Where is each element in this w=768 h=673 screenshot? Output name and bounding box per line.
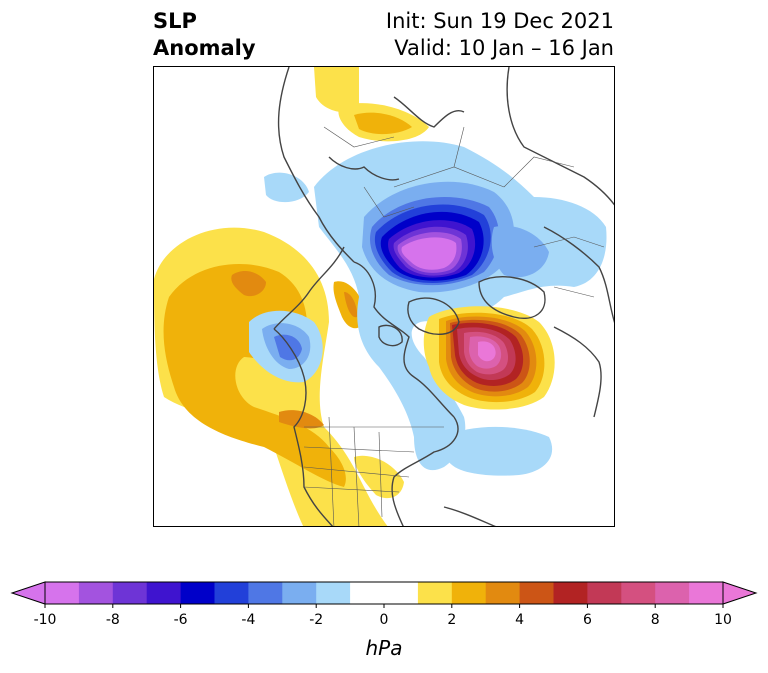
colorbar-cell (417, 582, 453, 604)
colorbar-cell (655, 582, 690, 604)
valid-range: Valid: 10 Jan – 16 Jan (394, 36, 614, 60)
colorbar-cells (45, 582, 724, 604)
colorbar-extend-low (10, 581, 46, 605)
title-variable: SLP (153, 9, 197, 33)
colorbar-cell (519, 582, 555, 604)
colorbar-tick-label: -6 (174, 612, 188, 628)
colorbar-cell (248, 582, 283, 604)
colorbar-cell (553, 582, 588, 604)
colorbar-extend-high (722, 581, 758, 605)
init-date: Init: Sun 19 Dec 2021 (385, 9, 614, 33)
colorbar-cell (78, 582, 114, 604)
atlantic-positive-anomaly (423, 306, 555, 410)
colorbar-tick-label: 4 (515, 612, 524, 628)
colorbar-tick-label: 8 (651, 612, 660, 628)
anomaly-map (154, 67, 614, 526)
colorbar-tick-label: 2 (447, 612, 456, 628)
colorbar-cell (350, 582, 385, 604)
colorbar-tick-label: 10 (714, 612, 732, 628)
colorbar-unit-label: hPa (365, 636, 403, 660)
map-panel (153, 66, 615, 527)
colorbar-cell (587, 582, 622, 604)
colorbar-cell (146, 582, 182, 604)
colorbar-cell (485, 582, 521, 604)
arctic-negative-anomaly (314, 141, 607, 476)
title-field: Anomaly (153, 36, 256, 60)
title-left: SLP Anomaly (153, 8, 256, 62)
colorbar-cell (112, 582, 148, 604)
colorbar: -10 -8 -6 -4 -2 0 2 4 6 8 10 (10, 581, 758, 628)
colorbar-cell (384, 582, 419, 604)
colorbar-cell (451, 582, 487, 604)
colorbar-tick-label: -4 (241, 612, 255, 628)
colorbar-tick-label: 0 (380, 612, 389, 628)
colorbar-cell (316, 582, 351, 604)
colorbar-cell (621, 582, 656, 604)
colorbar-cell (282, 582, 317, 604)
pacific-positive-anomaly (154, 67, 429, 526)
colorbar-ticks: -10 -8 -6 -4 -2 0 2 4 6 8 10 (34, 604, 732, 628)
title-right: Init: Sun 19 Dec 2021 Valid: 10 Jan – 16… (386, 8, 614, 62)
colorbar-cell (214, 582, 249, 604)
country-borders (303, 126, 605, 526)
colorbar-tick-label: 6 (583, 612, 592, 628)
coastlines (273, 67, 614, 526)
alaska-negative-anomaly (249, 172, 323, 383)
colorbar-cell (45, 582, 80, 604)
colorbar-tick-label: -2 (309, 612, 323, 628)
colorbar-cell (180, 582, 216, 604)
colorbar-tick-label: -10 (34, 612, 57, 628)
colorbar-cell (689, 582, 724, 604)
colorbar-tick-label: -8 (106, 612, 120, 628)
